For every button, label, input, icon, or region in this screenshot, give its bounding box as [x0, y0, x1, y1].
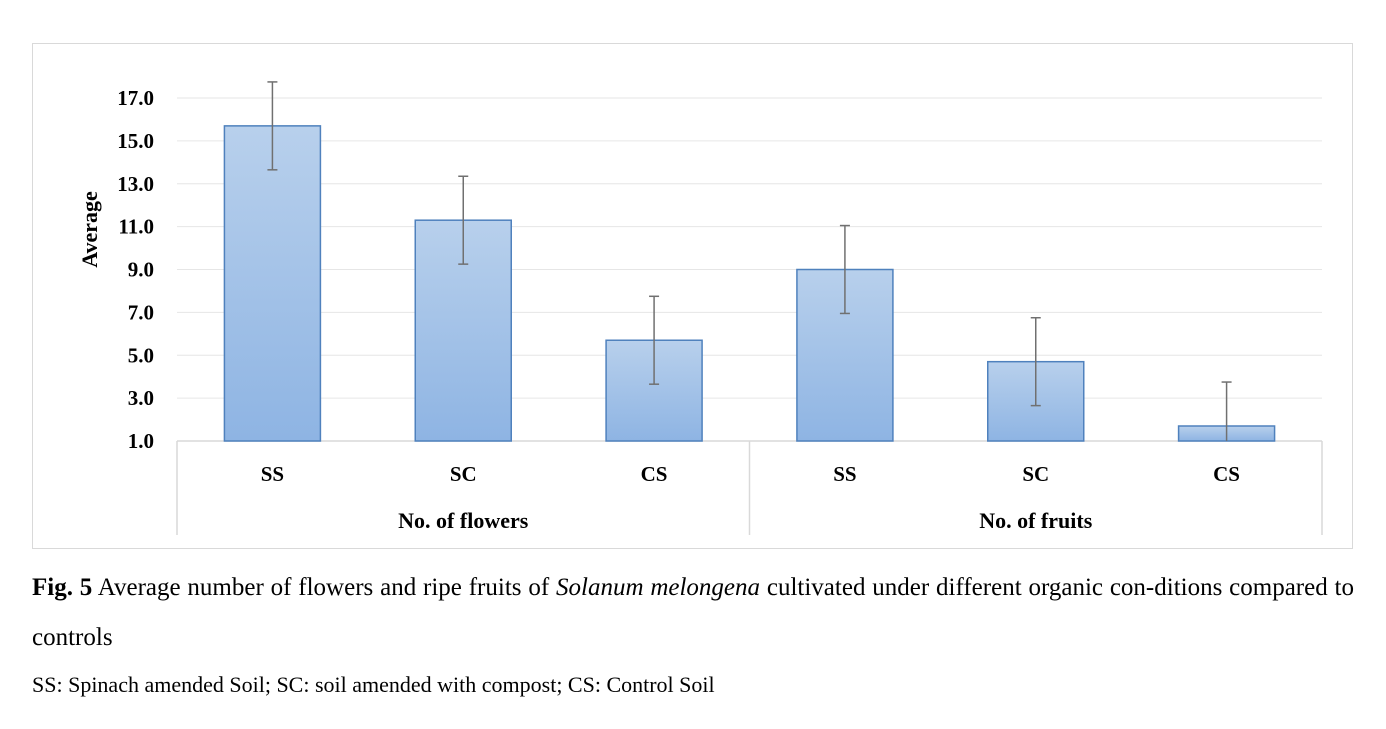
x-tick-label: SC: [450, 462, 477, 486]
x-tick-label: SS: [833, 462, 856, 486]
bar-chart: 1.0 3.0 5.0 7.0 9.0 11.0 13.0 15.0 17.0 Average SS…: [77, 81, 1323, 535]
y-tick-label: 17.0: [117, 86, 154, 110]
x-tick-label: SS: [261, 462, 284, 486]
chart-frame: 1.0 3.0 5.0 7.0 9.0 11.0 13.0 15.0 17.0 Average SS…: [32, 43, 1353, 549]
y-axis-label: Average: [77, 191, 102, 268]
y-tick-label: 5.0: [128, 343, 154, 367]
species-name: Solanum melongena: [556, 574, 761, 601]
x-group-label: No. of flowers: [398, 508, 529, 533]
y-tick-label: 11.0: [118, 215, 154, 239]
caption-text-before: Average number of flowers and ripe fruit…: [92, 574, 556, 601]
x-tick-label: CS: [641, 462, 668, 486]
y-tick-label: 13.0: [117, 172, 154, 196]
x-tick-label: SC: [1022, 462, 1049, 486]
y-tick-label: 15.0: [117, 129, 154, 153]
bar: [223, 125, 322, 442]
y-tick-label: 7.0: [128, 300, 154, 324]
x-tick-label: CS: [1213, 462, 1240, 486]
figure-caption: Fig. 5 Average number of flowers and rip…: [32, 563, 1354, 663]
y-tick-label: 3.0: [128, 386, 154, 410]
abbreviation-legend: SS: Spinach amended Soil; SC: soil amend…: [32, 672, 715, 697]
y-tick-label: 1.0: [128, 429, 154, 453]
caption-text-after: cultivated under different organic con-d…: [32, 574, 1354, 651]
figure-label: Fig. 5: [32, 574, 93, 601]
x-group-label: No. of fruits: [979, 508, 1092, 533]
y-tick-label: 9.0: [128, 258, 154, 282]
